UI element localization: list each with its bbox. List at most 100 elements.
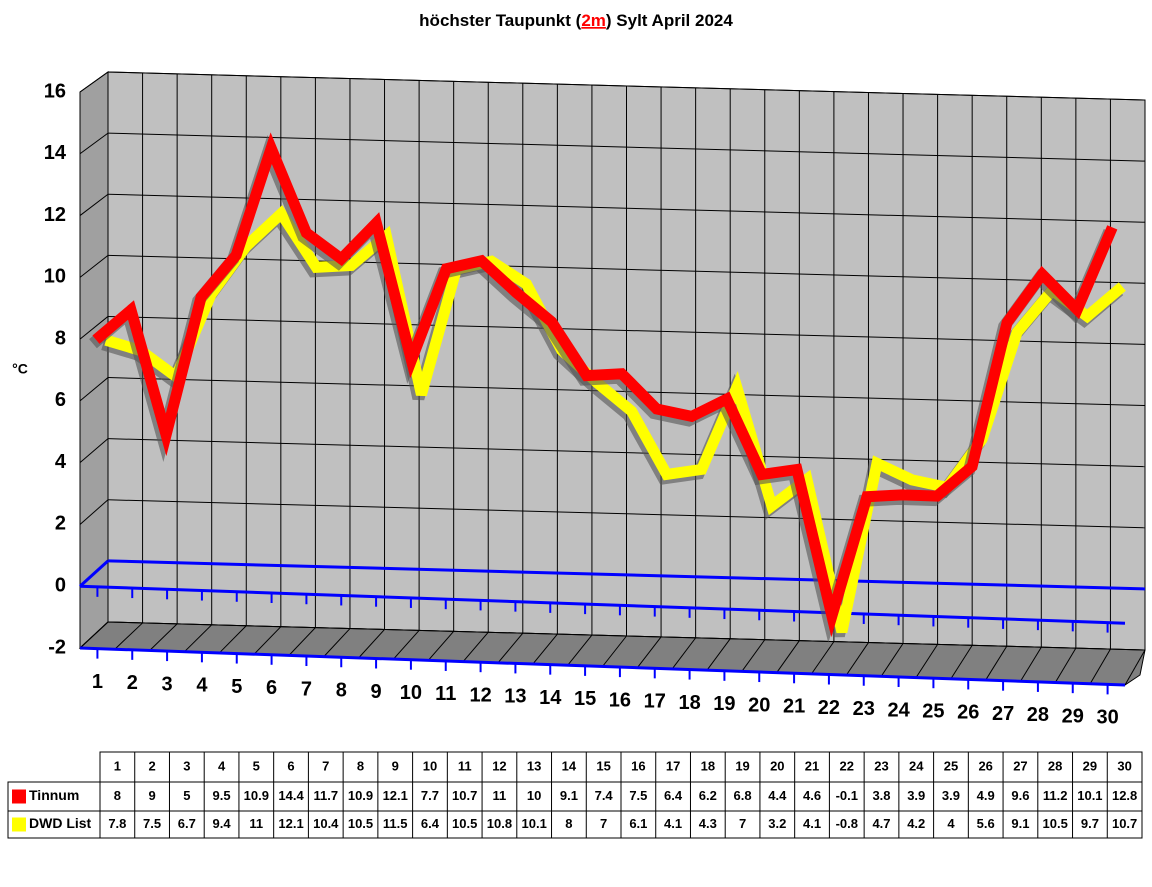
floor-grid-line xyxy=(323,628,351,657)
table-header: 9 xyxy=(392,758,399,773)
floor-grid-line xyxy=(706,638,731,671)
floor-grid-line xyxy=(288,627,316,656)
table-cell: 7.4 xyxy=(595,788,614,803)
table-cell: 3.9 xyxy=(907,788,925,803)
table-cell: 7.5 xyxy=(143,816,161,831)
x-tick-label: 19 xyxy=(713,693,735,715)
table-header: 1 xyxy=(114,758,121,773)
floor-grid-line xyxy=(741,639,766,672)
table-cell: 4.7 xyxy=(872,816,890,831)
table-header: 16 xyxy=(631,758,645,773)
table-cell: 6.4 xyxy=(421,816,440,831)
x-tick-label: 9 xyxy=(371,681,382,703)
table-cell: 10.7 xyxy=(1112,816,1137,831)
table-cell: 3.8 xyxy=(872,788,890,803)
table-cell: 3.9 xyxy=(942,788,960,803)
side-grid-line xyxy=(79,621,109,649)
x-tick-label: 12 xyxy=(469,684,491,706)
table-header: 8 xyxy=(357,758,364,773)
side-wall xyxy=(79,71,109,650)
table-cell: 12.1 xyxy=(383,788,408,803)
table-cell: 4.1 xyxy=(803,816,821,831)
side-grid-line xyxy=(79,254,109,278)
side-grid-line xyxy=(79,316,109,340)
x-tick-label: 24 xyxy=(887,699,910,721)
grid-line xyxy=(107,132,1146,162)
table-cell: -0.8 xyxy=(836,816,858,831)
table-cell: 11 xyxy=(493,788,507,803)
table-cell: 10.1 xyxy=(522,816,547,831)
table-cell: 9.1 xyxy=(560,788,578,803)
table-cell: 7.5 xyxy=(629,788,647,803)
table-cell: 10.8 xyxy=(487,816,512,831)
table-cell: 9.5 xyxy=(213,788,231,803)
table-cell: 7 xyxy=(600,816,607,831)
floor-grid-line xyxy=(462,631,489,662)
table-cell: 11.7 xyxy=(313,788,338,803)
side-grid-line xyxy=(79,438,109,464)
x-tick-label: 17 xyxy=(644,691,666,713)
grid-line xyxy=(107,499,1146,529)
table-header: 14 xyxy=(562,758,577,773)
table-cell: 8 xyxy=(114,788,121,803)
table-cell: 7.8 xyxy=(108,816,126,831)
x-tick-label: 13 xyxy=(504,686,526,708)
floor-grid-line xyxy=(393,630,420,660)
x-tick-label: 22 xyxy=(818,697,840,719)
x-tick-label: 20 xyxy=(748,694,770,716)
x-tick-label: 23 xyxy=(853,698,875,720)
floor-grid-line xyxy=(358,629,385,659)
floor-grid-line xyxy=(253,626,282,655)
grid-line xyxy=(107,193,1146,223)
x-tick-label: 16 xyxy=(609,689,631,711)
x-tick-label: 3 xyxy=(162,673,173,695)
table-cell: 3.2 xyxy=(768,816,786,831)
table-cell: 10 xyxy=(527,788,541,803)
title-part: ) Sylt April 2024 xyxy=(606,11,733,30)
x-tick-label: 6 xyxy=(266,677,277,699)
table-cell: 9 xyxy=(148,788,155,803)
floor-grid-line xyxy=(602,635,627,667)
table-header: 2 xyxy=(148,758,155,773)
title-part: 2m xyxy=(581,11,606,30)
x-tick-label: 2 xyxy=(127,672,138,694)
table-header: 12 xyxy=(492,758,506,773)
y-tick-label: 14 xyxy=(44,142,67,164)
table-cell: 10.7 xyxy=(452,788,477,803)
table-header: 18 xyxy=(701,758,715,773)
table-header: 17 xyxy=(666,758,680,773)
table-cell: 6.4 xyxy=(664,788,683,803)
table-header: 21 xyxy=(805,758,819,773)
x-tick-label: 5 xyxy=(231,676,242,698)
x-tick-label: 18 xyxy=(678,692,700,714)
table-cell: 10.1 xyxy=(1077,788,1102,803)
table-cell: 11 xyxy=(249,816,263,831)
floor-grid-line xyxy=(1054,647,1077,683)
table-cell: 7 xyxy=(739,816,746,831)
floor-grid-line xyxy=(567,634,593,666)
y-tick-label: 6 xyxy=(55,389,66,411)
table-cell: 6.1 xyxy=(629,816,647,831)
x-tick-label: 1 xyxy=(92,671,103,693)
floor-grid-line xyxy=(532,633,558,665)
table-header: 3 xyxy=(183,758,190,773)
title-part: höchster Taupunkt ( xyxy=(419,11,581,30)
floor-grid-line xyxy=(636,636,662,669)
floor-grid-line xyxy=(149,623,178,651)
y-tick-label: 0 xyxy=(55,575,66,597)
side-grid-line xyxy=(79,499,109,525)
table-cell: 12.8 xyxy=(1112,788,1137,803)
floor-grid-line xyxy=(1020,646,1042,682)
table-header: 19 xyxy=(735,758,749,773)
table-cell: 6.7 xyxy=(178,816,196,831)
x-tick-label: 26 xyxy=(957,702,979,724)
x-tick-label: 7 xyxy=(301,678,312,700)
grid-line xyxy=(107,621,1146,651)
floor-front-line xyxy=(79,646,1126,687)
table-header: 4 xyxy=(218,758,226,773)
floor-grid-line xyxy=(915,644,939,678)
table-cell: 11.5 xyxy=(383,816,408,831)
table-cell: 4.1 xyxy=(664,816,682,831)
table-cell: 7.7 xyxy=(421,788,439,803)
